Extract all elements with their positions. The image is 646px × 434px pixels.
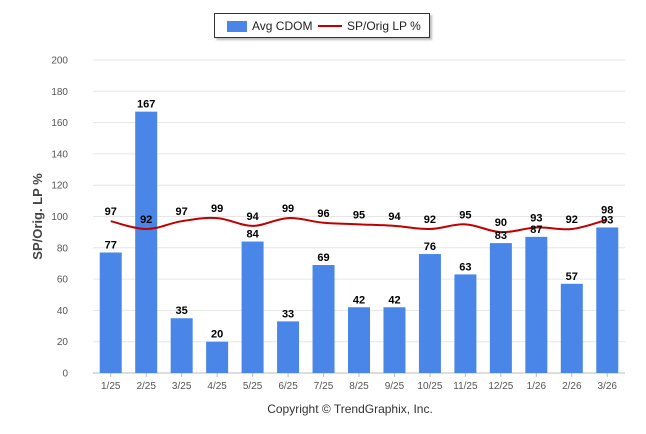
bar-value-label: 35	[176, 305, 188, 317]
bar-value-label: 69	[317, 252, 329, 264]
y-tick-label: 100	[51, 212, 68, 223]
bar	[596, 227, 619, 373]
bar-value-label: 93	[601, 214, 613, 226]
bar-value-label: 83	[495, 230, 507, 242]
bar	[277, 321, 300, 373]
legend-bar-label: Avg CDOM	[252, 19, 313, 33]
x-tick-label: 4/25	[207, 381, 227, 392]
line-value-label: 92	[424, 214, 436, 226]
line-value-label: 94	[388, 211, 401, 223]
line-value-label: 93	[530, 212, 542, 224]
x-tick-label: 3/25	[172, 381, 192, 392]
legend-bar-swatch	[227, 20, 247, 32]
bar	[560, 283, 583, 373]
copyright-text: Copyright © TrendGraphix, Inc.	[267, 402, 433, 416]
x-tick-label: 1/26	[527, 381, 547, 392]
line-value-label: 97	[176, 206, 188, 218]
line-value-label: 92	[566, 214, 578, 226]
line-value-label: 98	[601, 205, 613, 217]
line-value-label: 97	[105, 206, 117, 218]
y-tick-label: 60	[57, 275, 69, 286]
bar	[241, 241, 264, 373]
bar-value-label: 76	[424, 241, 436, 253]
bar-value-label: 20	[211, 329, 223, 341]
x-tick-label: 2/26	[562, 381, 582, 392]
x-tick-label: 12/25	[488, 381, 513, 392]
bar-value-label: 167	[137, 99, 155, 111]
y-tick-label: 140	[51, 149, 68, 160]
x-tick-label: 1/25	[101, 381, 121, 392]
bar-value-label: 77	[105, 239, 117, 251]
bar-value-label: 63	[459, 261, 471, 273]
x-tick-label: 11/25	[453, 381, 478, 392]
y-tick-label: 160	[51, 118, 68, 129]
x-tick-label: 9/25	[385, 381, 405, 392]
line-value-label: 92	[140, 214, 152, 226]
line-series	[110, 216, 608, 234]
line-value-label: 99	[211, 203, 223, 215]
line-value-label: 96	[317, 208, 329, 220]
bar	[454, 274, 477, 373]
legend-item-line[interactable]: SP/Orig LP %	[318, 19, 421, 33]
x-tick-label: 2/25	[136, 381, 156, 392]
legend-line-label: SP/Orig LP %	[347, 19, 421, 33]
legend-line-swatch	[318, 25, 342, 27]
bar	[489, 243, 512, 373]
bar	[312, 265, 335, 373]
y-tick-label: 120	[51, 181, 68, 192]
bar-value-label: 87	[530, 224, 542, 236]
x-tick-label: 6/25	[278, 381, 298, 392]
line-value-label: 90	[495, 217, 507, 229]
y-tick-label: 200	[51, 56, 68, 67]
bar	[206, 341, 229, 373]
x-tick-label: 8/25	[349, 381, 369, 392]
x-tick-label: 5/25	[243, 381, 263, 392]
line-value-label: 95	[459, 209, 471, 221]
bar	[348, 307, 370, 373]
bar	[170, 318, 193, 373]
x-tick-label: 10/25	[417, 381, 442, 392]
y-tick-label: 40	[57, 306, 69, 317]
bar	[135, 111, 158, 374]
legend-item-bar[interactable]: Avg CDOM	[227, 19, 312, 33]
line-value-label: 99	[282, 203, 294, 215]
line-value-label: 95	[353, 209, 365, 221]
bar-value-label: 42	[353, 294, 365, 306]
bar	[525, 236, 548, 373]
bar	[418, 254, 441, 373]
bar-value-label: 84	[246, 229, 259, 241]
bar-value-label: 57	[566, 271, 578, 283]
bar	[383, 307, 406, 373]
legend[interactable]: Avg CDOM SP/Orig LP %	[214, 13, 430, 38]
y-tick-label: 180	[51, 87, 68, 98]
y-tick-label: 20	[57, 337, 69, 348]
bar-value-label: 42	[388, 294, 400, 306]
bar	[99, 252, 122, 373]
y-axis-title: SP/Orig. LP %	[30, 173, 45, 260]
y-tick-label: 80	[57, 243, 69, 254]
bar-value-label: 33	[282, 308, 294, 320]
x-tick-label: 3/26	[598, 381, 618, 392]
y-tick-label: 0	[62, 369, 68, 380]
x-tick-label: 7/25	[314, 381, 334, 392]
line-value-label: 94	[246, 211, 259, 223]
